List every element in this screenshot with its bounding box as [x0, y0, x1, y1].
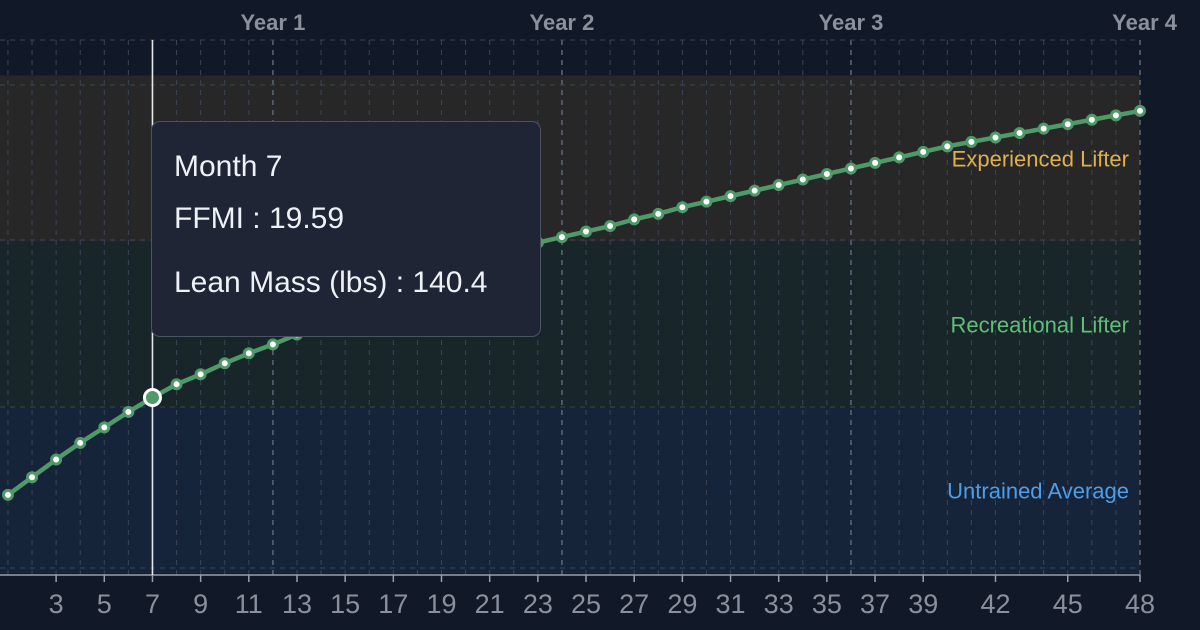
x-tick-label-17: 17 — [378, 589, 408, 619]
tooltip-ffmi: FFMI : 19.59 — [174, 202, 345, 235]
x-tick-label-15: 15 — [330, 589, 360, 619]
data-point-month-39 — [917, 145, 930, 158]
x-tick-label-23: 23 — [523, 589, 553, 619]
data-point-month-10 — [218, 357, 231, 370]
x-tick-label-37: 37 — [860, 589, 890, 619]
x-tick-label-33: 33 — [764, 589, 794, 619]
data-point-month-1 — [1, 488, 14, 501]
data-point-month-9 — [194, 368, 207, 381]
x-tick-label-11: 11 — [235, 589, 263, 619]
tooltip-title: Month 7 — [174, 150, 283, 183]
band-label-2: Untrained Average — [947, 479, 1129, 504]
data-point-month-26 — [604, 220, 617, 233]
data-point-month-43 — [1013, 127, 1026, 140]
data-point-month-6 — [122, 405, 135, 418]
data-point-month-29 — [676, 201, 689, 214]
data-point-month-34 — [796, 173, 809, 186]
x-tick-label-25: 25 — [571, 589, 601, 619]
chart-tooltip: Month 7 FFMI : 19.59 Lean Mass (lbs) : 1… — [151, 121, 541, 337]
x-tick-label-27: 27 — [619, 589, 649, 619]
data-point-month-2 — [26, 471, 39, 484]
x-tick-label-48: 48 — [1125, 589, 1155, 619]
data-point-month-32 — [748, 184, 761, 197]
x-tick-label-19: 19 — [426, 589, 456, 619]
data-point-month-27 — [628, 213, 641, 226]
x-tick-label-9: 9 — [193, 589, 208, 619]
data-point-month-7 — [142, 388, 162, 408]
band-label-0: Experienced Lifter — [952, 147, 1129, 172]
data-point-month-11 — [242, 347, 255, 360]
data-point-month-12 — [266, 338, 279, 351]
data-point-month-41 — [965, 135, 978, 148]
x-tick-label-42: 42 — [980, 589, 1010, 619]
band-label-1: Recreational Lifter — [950, 313, 1129, 338]
year-label-3: Year 3 — [819, 10, 884, 35]
data-point-month-40 — [941, 140, 954, 153]
x-tick-label-13: 13 — [282, 589, 312, 619]
x-tick-label-29: 29 — [667, 589, 697, 619]
data-point-month-45 — [1061, 118, 1074, 131]
year-label-2: Year 2 — [530, 10, 595, 35]
data-point-month-31 — [724, 190, 737, 203]
x-tick-label-5: 5 — [97, 589, 112, 619]
x-tick-label-35: 35 — [812, 589, 842, 619]
x-tick-label-7: 7 — [145, 589, 160, 619]
x-tick-label-39: 39 — [908, 589, 938, 619]
data-point-month-46 — [1085, 113, 1098, 126]
x-tick-label-45: 45 — [1053, 589, 1083, 619]
data-point-month-35 — [820, 167, 833, 180]
year-label-4: Year 4 — [1112, 10, 1178, 35]
data-point-month-4 — [74, 436, 87, 449]
x-tick-label-31: 31 — [716, 589, 746, 619]
band-2 — [0, 407, 1140, 574]
x-tick-label-3: 3 — [49, 589, 64, 619]
tooltip-lean-mass: Lean Mass (lbs) : 140.4 — [174, 266, 488, 299]
data-point-month-25 — [580, 225, 593, 238]
data-point-month-24 — [555, 231, 568, 244]
data-point-month-5 — [98, 421, 111, 434]
data-point-month-48 — [1134, 104, 1146, 117]
data-point-month-38 — [893, 151, 906, 164]
x-tick-label-21: 21 — [475, 589, 505, 619]
data-point-month-33 — [772, 179, 785, 192]
data-point-month-8 — [170, 378, 183, 391]
data-point-month-47 — [1109, 109, 1122, 122]
data-point-month-28 — [652, 207, 665, 220]
data-point-month-3 — [50, 453, 63, 466]
data-point-month-36 — [844, 162, 857, 175]
data-point-month-30 — [700, 195, 713, 208]
data-point-month-42 — [989, 131, 1002, 144]
year-label-1: Year 1 — [240, 10, 305, 35]
data-point-month-37 — [869, 156, 882, 169]
data-point-month-44 — [1037, 122, 1050, 135]
